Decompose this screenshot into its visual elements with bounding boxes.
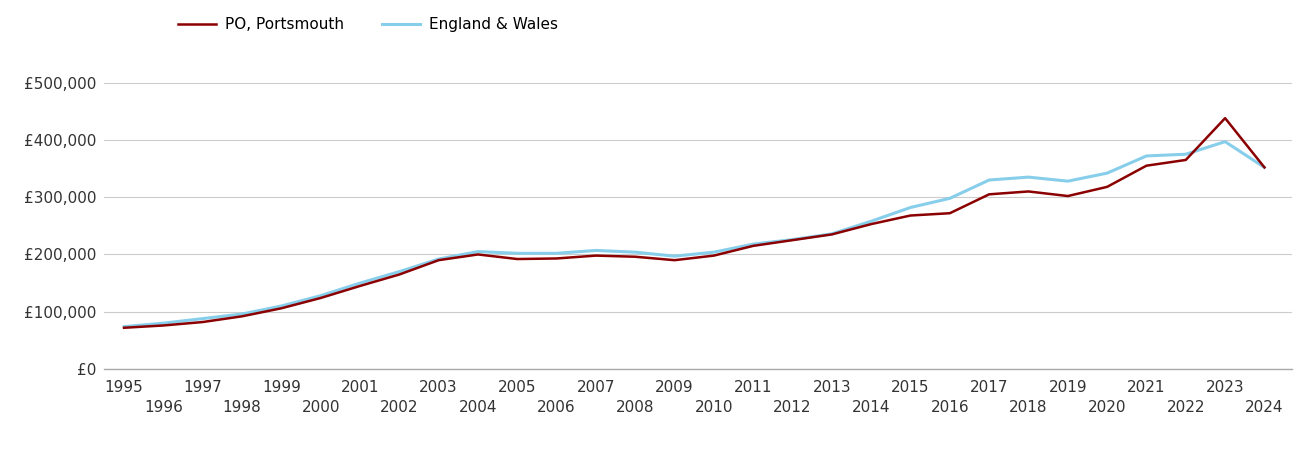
England & Wales [155, 320, 171, 326]
Text: 2012: 2012 [774, 400, 812, 414]
Text: 2013: 2013 [813, 380, 851, 395]
England & Wales [667, 253, 683, 259]
England & Wales [392, 269, 407, 274]
Text: 2002: 2002 [380, 400, 419, 414]
England & Wales [981, 177, 997, 183]
Text: 2020: 2020 [1088, 400, 1126, 414]
PO, Portsmouth [116, 325, 132, 330]
Text: 2014: 2014 [852, 400, 890, 414]
Text: 2023: 2023 [1206, 380, 1245, 395]
PO, Portsmouth [706, 253, 722, 258]
England & Wales [589, 248, 604, 253]
Text: 2018: 2018 [1009, 400, 1048, 414]
PO, Portsmouth [745, 243, 761, 248]
PO, Portsmouth [1218, 116, 1233, 121]
Text: 2003: 2003 [419, 380, 458, 395]
England & Wales [1257, 165, 1272, 170]
Text: 2011: 2011 [733, 380, 773, 395]
England & Wales [313, 293, 329, 298]
PO, Portsmouth [903, 213, 919, 218]
England & Wales [194, 316, 210, 321]
PO, Portsmouth [431, 257, 446, 263]
Text: 2015: 2015 [891, 380, 929, 395]
Text: 2009: 2009 [655, 380, 694, 395]
PO, Portsmouth [155, 323, 171, 328]
PO, Portsmouth [234, 314, 249, 319]
Text: 2007: 2007 [577, 380, 615, 395]
England & Wales [628, 249, 643, 255]
PO, Portsmouth [194, 320, 210, 325]
Text: 2005: 2005 [499, 380, 536, 395]
PO, Portsmouth [470, 252, 485, 257]
England & Wales [1178, 152, 1194, 157]
PO, Portsmouth [784, 238, 800, 243]
England & Wales [509, 251, 525, 256]
England & Wales [352, 280, 368, 286]
PO, Portsmouth [1021, 189, 1036, 194]
England & Wales [823, 231, 839, 237]
Text: 2019: 2019 [1048, 380, 1087, 395]
England & Wales [1060, 179, 1075, 184]
Text: 2017: 2017 [970, 380, 1009, 395]
Text: 2024: 2024 [1245, 400, 1284, 414]
England & Wales [745, 242, 761, 247]
Line: PO, Portsmouth: PO, Portsmouth [124, 118, 1265, 328]
Text: 2000: 2000 [301, 400, 339, 414]
Text: 2004: 2004 [459, 400, 497, 414]
PO, Portsmouth [313, 295, 329, 301]
PO, Portsmouth [274, 306, 290, 311]
PO, Portsmouth [864, 221, 880, 227]
PO, Portsmouth [981, 192, 997, 197]
Text: 2010: 2010 [694, 400, 733, 414]
England & Wales [942, 196, 958, 201]
PO, Portsmouth [628, 254, 643, 260]
PO, Portsmouth [352, 283, 368, 288]
Text: 2016: 2016 [930, 400, 970, 414]
PO, Portsmouth [823, 232, 839, 237]
England & Wales [549, 251, 565, 256]
PO, Portsmouth [1139, 163, 1155, 168]
England & Wales [1139, 153, 1155, 159]
Text: 2006: 2006 [538, 400, 576, 414]
Text: 2008: 2008 [616, 400, 655, 414]
PO, Portsmouth [942, 211, 958, 216]
Line: England & Wales: England & Wales [124, 142, 1265, 327]
England & Wales [116, 324, 132, 329]
England & Wales [1218, 139, 1233, 144]
Text: 2022: 2022 [1167, 400, 1205, 414]
Text: 2001: 2001 [341, 380, 380, 395]
Text: 1998: 1998 [223, 400, 261, 414]
England & Wales [1021, 175, 1036, 180]
Text: 2021: 2021 [1128, 380, 1165, 395]
England & Wales [431, 256, 446, 262]
England & Wales [234, 311, 249, 317]
England & Wales [706, 249, 722, 255]
PO, Portsmouth [1257, 165, 1272, 170]
PO, Portsmouth [667, 257, 683, 263]
England & Wales [903, 205, 919, 210]
PO, Portsmouth [392, 272, 407, 277]
PO, Portsmouth [1178, 157, 1194, 162]
England & Wales [784, 237, 800, 242]
England & Wales [1099, 171, 1114, 176]
Text: 1999: 1999 [262, 380, 300, 395]
England & Wales [470, 249, 485, 254]
Text: 1995: 1995 [104, 380, 144, 395]
England & Wales [864, 219, 880, 224]
PO, Portsmouth [589, 253, 604, 258]
PO, Portsmouth [549, 256, 565, 261]
Text: 1996: 1996 [144, 400, 183, 414]
Legend: PO, Portsmouth, England & Wales: PO, Portsmouth, England & Wales [171, 11, 565, 38]
Text: 1997: 1997 [183, 380, 222, 395]
PO, Portsmouth [1099, 184, 1114, 189]
England & Wales [274, 303, 290, 309]
PO, Portsmouth [509, 256, 525, 262]
PO, Portsmouth [1060, 194, 1075, 199]
